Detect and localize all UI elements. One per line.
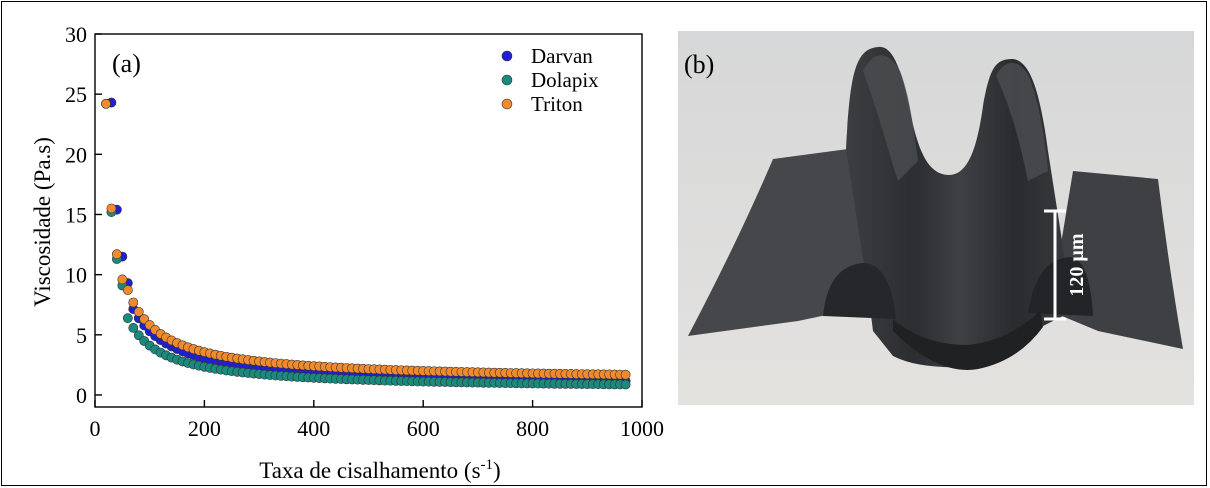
x-tick-label: 0 — [90, 416, 101, 441]
data-point — [620, 369, 631, 380]
data-point — [122, 313, 133, 324]
legend-label-darvan: Darvan — [531, 44, 593, 68]
data-point — [133, 306, 144, 317]
data-point — [620, 379, 631, 390]
x-tick-label: 1000 — [620, 416, 664, 441]
film-hump-left-highlight — [863, 55, 918, 181]
x-tick-label: 400 — [297, 416, 330, 441]
y-tick-label: 5 — [76, 323, 87, 348]
x-axis-label-superscript: -1 — [481, 457, 494, 473]
film-base — [893, 311, 1043, 370]
panel-label-b: (b) — [684, 50, 714, 79]
legend-marker-triton — [501, 98, 513, 110]
photo-panel: 120 µm (b) — [678, 31, 1194, 405]
scale-bar-label: 120 µm — [1066, 233, 1088, 297]
legend-marker-dolapix — [501, 74, 513, 86]
y-tick-label: 20 — [65, 142, 87, 167]
data-point — [106, 203, 117, 214]
data-point — [128, 323, 139, 333]
x-axis-label: Taxa de cisalhamento (s-1) — [259, 457, 500, 483]
x-tick-label: 200 — [188, 416, 221, 441]
y-axis-label: Viscosidade (Pa.s) — [30, 137, 55, 307]
data-point — [101, 98, 111, 109]
x-tick-label: 600 — [407, 416, 440, 441]
film-photo: 120 µm (b) — [678, 31, 1194, 405]
chart-axes: 0 200 400 600 800 1000 0 5 10 15 20 25 30 — [65, 22, 664, 441]
y-tick-label: 10 — [65, 263, 87, 288]
plot-area-frame — [94, 33, 643, 408]
data-point — [128, 297, 139, 308]
chart-points — [101, 97, 631, 390]
x-axis-label-tail: ) — [493, 458, 501, 483]
y-tick-label: 25 — [65, 82, 87, 107]
film-tunnel-left — [823, 263, 896, 319]
x-axis-label-main: Taxa de cisalhamento (s — [259, 458, 480, 483]
data-point — [117, 274, 128, 285]
x-tick-label: 800 — [516, 416, 549, 441]
legend-marker-darvan — [501, 50, 513, 62]
y-tick-label: 30 — [65, 22, 87, 47]
film-tunnel-right — [1028, 257, 1093, 316]
panel-label-a: (a) — [112, 49, 141, 78]
legend-label-dolapix: Dolapix — [531, 68, 599, 92]
data-point — [111, 249, 122, 260]
y-tick-label: 15 — [65, 202, 87, 227]
viscosity-chart: 0 200 400 600 800 1000 0 5 10 15 20 25 30 DarvanDola… — [30, 22, 664, 483]
film-hump-right-highlight — [996, 62, 1048, 182]
series-triton — [101, 98, 631, 380]
scale-bar — [1044, 209, 1066, 321]
y-tick-label: 0 — [76, 383, 87, 408]
data-point — [122, 285, 133, 295]
legend-label-triton: Triton — [531, 92, 583, 116]
